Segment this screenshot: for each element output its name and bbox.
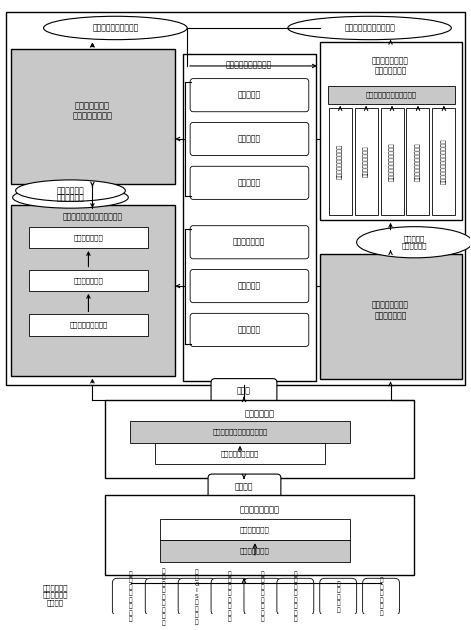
Text: 经济运营效益评估子模块: 经济运营效益评估子模块	[389, 142, 395, 181]
FancyBboxPatch shape	[381, 108, 404, 215]
FancyBboxPatch shape	[145, 578, 182, 616]
Text: 数据采集子模块: 数据采集子模块	[240, 547, 270, 554]
Ellipse shape	[16, 180, 125, 202]
Text: 光伏电源接纳能力评估子模块: 光伏电源接纳能力评估子模块	[441, 139, 447, 184]
FancyBboxPatch shape	[355, 108, 378, 215]
FancyBboxPatch shape	[11, 49, 175, 184]
Text: 含光伏有源配电网
的优化规划模块: 含光伏有源配电网 的优化规划模块	[372, 301, 409, 320]
Text: 数据融合子模块: 数据融合子模块	[240, 526, 270, 533]
Text: 系统内置参数与案例库: 系统内置参数与案例库	[226, 60, 272, 69]
Text: 客
户
服
务
系
统
数
据: 客 户 服 务 系 统 数 据	[260, 571, 264, 622]
FancyBboxPatch shape	[211, 578, 248, 616]
Text: 调
度
自
动
化
系
统
数
据: 调 度 自 动 化 系 统 数 据	[162, 568, 165, 626]
Text: 数据校验修复子模块: 数据校验修复子模块	[221, 450, 259, 457]
Text: 基础数据: 基础数据	[235, 482, 253, 491]
Text: 负
荷
控
制
系
统
数
据: 负 荷 控 制 系 统 数 据	[293, 571, 297, 622]
Ellipse shape	[357, 227, 471, 258]
FancyBboxPatch shape	[113, 578, 149, 616]
Text: 评价规则库: 评价规则库	[237, 134, 260, 144]
Text: 新
能
源
数
据: 新 能 源 数 据	[336, 581, 340, 612]
Text: 投资优算子模块: 投资优算子模块	[73, 234, 103, 241]
FancyBboxPatch shape	[155, 443, 325, 464]
FancyBboxPatch shape	[329, 108, 352, 215]
FancyBboxPatch shape	[190, 313, 309, 347]
Text: 参数配置子模块: 参数配置子模块	[73, 277, 103, 284]
Text: 接入方案经济子模块: 接入方案经济子模块	[69, 322, 107, 328]
FancyBboxPatch shape	[6, 13, 465, 386]
Text: 熟数据: 熟数据	[237, 387, 251, 396]
Text: 有源配电网综合评估子模块: 有源配电网综合评估子模块	[366, 92, 417, 98]
Text: 节能减排效果评估子模块: 节能减排效果评估子模块	[415, 142, 421, 181]
FancyBboxPatch shape	[190, 79, 309, 112]
FancyBboxPatch shape	[363, 578, 399, 616]
FancyBboxPatch shape	[432, 108, 455, 215]
Text: 供电可靠性评估子模块: 供电可靠性评估子模块	[337, 144, 343, 179]
FancyBboxPatch shape	[106, 400, 414, 478]
Text: 评价体系库: 评价体系库	[237, 91, 260, 100]
FancyBboxPatch shape	[211, 379, 277, 404]
FancyBboxPatch shape	[183, 54, 316, 381]
FancyBboxPatch shape	[320, 42, 463, 220]
FancyBboxPatch shape	[29, 314, 148, 336]
Text: 配
网
生
产
系
统
数
据: 配 网 生 产 系 统 数 据	[129, 571, 132, 622]
Text: 光伏接入方案: 光伏接入方案	[57, 186, 84, 195]
FancyBboxPatch shape	[328, 86, 455, 104]
FancyBboxPatch shape	[160, 519, 349, 541]
Text: 数据处理模块: 数据处理模块	[245, 409, 275, 418]
Text: 评价案例库: 评价案例库	[237, 178, 260, 187]
Text: 光伏接入方案: 光伏接入方案	[57, 193, 84, 202]
FancyBboxPatch shape	[277, 578, 314, 616]
FancyBboxPatch shape	[320, 254, 463, 379]
Text: 光伏接入方案评估结果: 光伏接入方案评估结果	[92, 23, 138, 33]
FancyBboxPatch shape	[130, 421, 349, 443]
FancyBboxPatch shape	[190, 226, 309, 259]
FancyBboxPatch shape	[320, 578, 357, 616]
Ellipse shape	[13, 186, 128, 208]
FancyBboxPatch shape	[178, 578, 215, 616]
Text: 光伏接入配电网
方案分析评估模块: 光伏接入配电网 方案分析评估模块	[73, 101, 113, 120]
FancyBboxPatch shape	[160, 541, 349, 562]
FancyBboxPatch shape	[190, 166, 309, 199]
Text: 有源配电网综合评估结果: 有源配电网综合评估结果	[344, 23, 395, 33]
Ellipse shape	[288, 16, 451, 40]
Text: 配
网
G
I
S
系
统
数
据: 配 网 G I S 系 统 数 据	[195, 569, 199, 624]
FancyBboxPatch shape	[406, 108, 430, 215]
Text: 基础数据采集模块: 基础数据采集模块	[240, 506, 280, 515]
Text: 规划案例库: 规划案例库	[237, 326, 260, 335]
FancyBboxPatch shape	[29, 270, 148, 291]
FancyBboxPatch shape	[244, 578, 281, 616]
Text: 营
销
管
理
系
统
数
据: 营 销 管 理 系 统 数 据	[228, 571, 231, 622]
Text: 电能质量评估子模块: 电能质量评估子模块	[363, 146, 369, 177]
Ellipse shape	[44, 16, 187, 40]
Text: 典型接入方案库: 典型接入方案库	[233, 238, 265, 247]
Text: 有源配电网
优化规划方案: 有源配电网 优化规划方案	[402, 235, 427, 249]
Text: 光伏接入配电网方案设计模块: 光伏接入配电网方案设计模块	[62, 212, 122, 221]
FancyBboxPatch shape	[106, 495, 414, 575]
Text: 环
境
气
象
数
据: 环 境 气 象 数 据	[379, 578, 383, 616]
FancyBboxPatch shape	[208, 474, 281, 500]
FancyBboxPatch shape	[29, 227, 148, 248]
Text: 优化模型库: 优化模型库	[237, 282, 260, 290]
Text: 方案设计与分
析评估所需的
外部数据: 方案设计与分 析评估所需的 外部数据	[43, 584, 68, 606]
FancyBboxPatch shape	[190, 270, 309, 302]
Text: 正常运行方式数据迁延子模块: 正常运行方式数据迁延子模块	[212, 429, 268, 435]
FancyBboxPatch shape	[190, 122, 309, 156]
FancyBboxPatch shape	[11, 205, 175, 375]
Text: 含光伏有源配电网
的分析评估模块: 含光伏有源配电网 的分析评估模块	[372, 56, 409, 76]
